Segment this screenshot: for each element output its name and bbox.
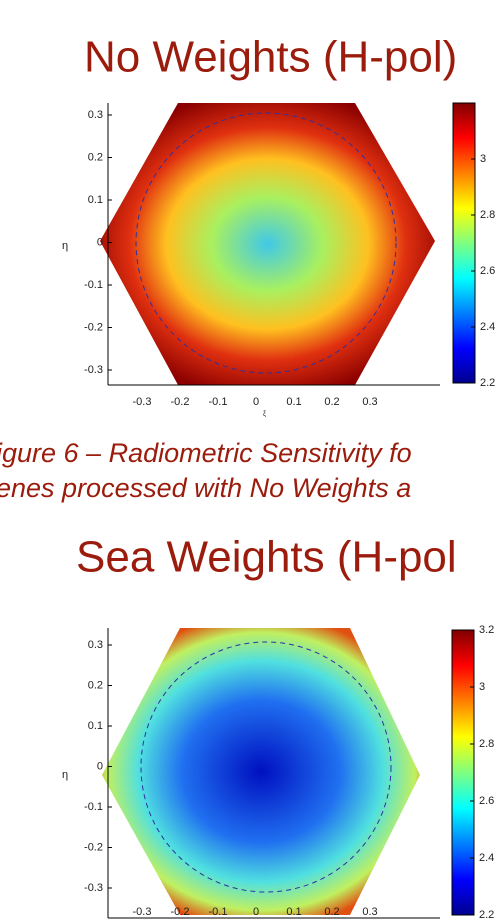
caption: enes processed with No Weights a xyxy=(0,473,411,503)
colorbar-label: 3 xyxy=(480,153,486,165)
colorbar-label: 2.6 xyxy=(479,795,494,807)
y-tick-label: -0.2 xyxy=(84,321,103,333)
x-tick-label: 0 xyxy=(253,396,259,408)
colorbar-label: 2.8 xyxy=(480,209,495,221)
x-tick-label: 0.3 xyxy=(362,906,377,918)
x-tick-label: 0 xyxy=(253,906,259,918)
y-axis-label: η xyxy=(62,240,68,252)
circle xyxy=(140,641,392,893)
x-tick-label: -0.2 xyxy=(171,396,190,408)
y-tick-label: -0.3 xyxy=(84,364,103,376)
colorbar-label: 2.4 xyxy=(480,321,495,333)
colorbar-label: 2.8 xyxy=(479,738,494,750)
x-tick-label: 0.2 xyxy=(324,396,339,408)
y-tick-label: -0.2 xyxy=(84,841,103,853)
y-tick-label: 0.3 xyxy=(88,109,103,121)
y-axis-label: η xyxy=(62,769,68,781)
x-tick-label: -0.3 xyxy=(133,906,152,918)
x-tick-label: -0.2 xyxy=(171,906,190,918)
x-tick-label: 0.1 xyxy=(286,396,301,408)
colorbar-label: 2.2 xyxy=(480,377,495,389)
y-tick-label: -0.1 xyxy=(84,279,103,291)
colorbar-label: 2.2 xyxy=(479,909,494,919)
y-tick-label: -0.3 xyxy=(84,882,103,894)
x-tick-label: 0.2 xyxy=(324,906,339,918)
x-tick-label: -0.1 xyxy=(209,906,228,918)
circle xyxy=(135,112,397,374)
colorbar-label: 2.6 xyxy=(480,265,495,277)
slide-title: Sea Weights (H-pol xyxy=(76,533,457,582)
y-tick-label: 0 xyxy=(97,760,103,772)
caption: igure 6 – Radiometric Sensitivity fo xyxy=(0,438,412,468)
y-tick-label: 0.2 xyxy=(88,679,103,691)
y-tick-label: 0.1 xyxy=(88,720,103,732)
colorbar-label: 3.2 xyxy=(479,624,494,636)
x-tick-label: -0.3 xyxy=(133,396,152,408)
y-tick-label: 0.1 xyxy=(88,194,103,206)
y-tick-label: 0.3 xyxy=(88,639,103,651)
y-tick-label: -0.1 xyxy=(84,801,103,813)
heatmap xyxy=(100,103,435,385)
heatmap xyxy=(102,628,420,915)
x-axis-label: ξ xyxy=(263,411,266,418)
x-tick-label: 0.3 xyxy=(362,396,377,408)
y-tick-label: 0 xyxy=(97,236,103,248)
colorbar-label: 2.4 xyxy=(479,852,494,864)
y-tick-label: 0.2 xyxy=(88,151,103,163)
colorbar xyxy=(452,102,476,384)
x-tick-label: -0.1 xyxy=(209,396,228,408)
colorbar xyxy=(451,629,475,916)
colorbar-label: 3 xyxy=(479,681,485,693)
slide-title: No Weights (H-pol) xyxy=(84,33,457,82)
x-tick-label: 0.1 xyxy=(286,906,301,918)
